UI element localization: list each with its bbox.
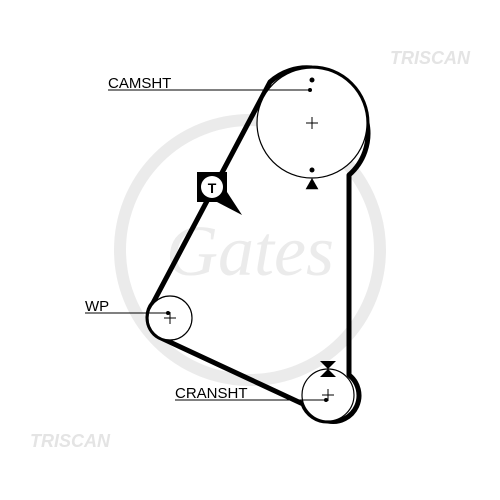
timing-mark-cam-bottom-dot [310,168,315,173]
leader-dot-wp [166,311,170,315]
leader-dot-cam [308,88,312,92]
tensioner-label: T [208,180,217,196]
label-water-pump: WP [85,298,109,315]
timing-mark-cam-arrow [306,178,319,189]
water-pump-pulley [148,296,192,340]
belt-diagram: Gates T [0,0,500,500]
camshaft-pulley [257,68,367,178]
label-camshaft: CAMSHT [108,75,171,92]
timing-mark-cam-top [310,78,315,83]
label-crankshaft: CRANSHT [175,385,248,402]
leader-dot-crank [324,398,328,402]
watermark-script: Gates [166,211,334,291]
